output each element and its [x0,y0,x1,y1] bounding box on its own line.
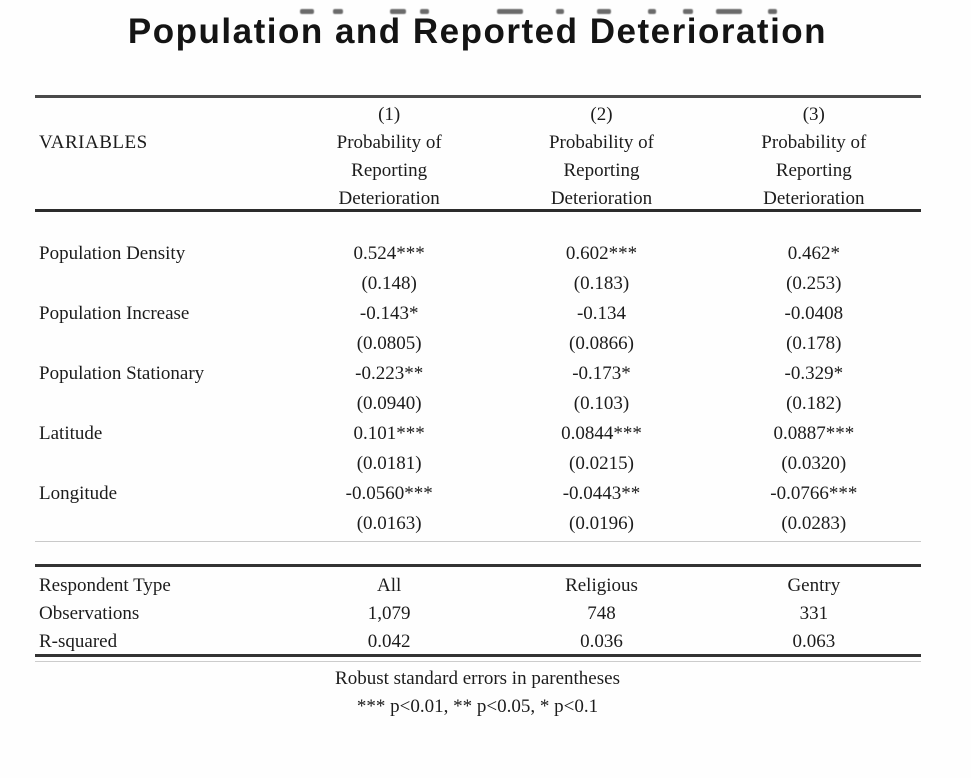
se-cell: (0.0940) [356,393,422,414]
coef-cell: -0.0443** [562,483,641,504]
table-rule-bottom-faint [35,661,921,662]
column-header-2: (2) Probability of Reporting Deteriorati… [495,101,707,213]
table-row: Latitude 0.101*** 0.0844*** 0.0887*** [35,419,920,449]
table-notes: Robust standard errors in parentheses **… [35,665,920,721]
page-title: Population and Reported Deterioration [127,12,828,51]
variables-corner-label: VARIABLES [39,132,148,153]
coef-cell: -0.0766*** [770,483,858,504]
table-rule-bottom [35,654,921,657]
table-row: R-squared 0.042 0.036 0.063 [35,628,920,656]
se-cell: (0.0196) [569,513,634,534]
summary-cell: Gentry [787,575,841,596]
row-label: R-squared [39,631,118,652]
summary-cell: All [377,575,402,596]
table-row: Longitude -0.0560*** -0.0443** -0.0766**… [35,479,920,509]
se-cell: (0.253) [786,273,842,294]
summary-cell: 0.063 [792,631,836,652]
table-row: Respondent Type All Religious Gentry [35,572,920,600]
note-significance: *** p<0.01, ** p<0.05, * p<0.1 [356,696,599,717]
table-row: Population Increase -0.143* -0.134 -0.04… [35,299,920,329]
coef-cell: 0.0844*** [561,423,642,444]
coef-cell: 0.0887*** [773,423,855,444]
table-rule-mid [35,564,921,567]
summary-rows: Respondent Type All Religious Gentry Obs… [35,572,920,656]
coef-cell: -0.0560*** [345,483,433,504]
coef-cell: -0.143* [359,303,419,324]
table-row-se: (0.0940) (0.103) (0.182) [35,389,920,419]
se-cell: (0.0181) [356,453,422,474]
table-row-se: (0.0181) (0.0215) (0.0320) [35,449,920,479]
table-row-se: (0.148) (0.183) (0.253) [35,269,920,299]
note-robust-se: Robust standard errors in parentheses [335,668,620,689]
coef-cell: 0.524*** [353,243,425,264]
coefficient-rows: Population Density 0.524*** 0.602*** 0.4… [35,239,920,539]
column-number: (3) [802,104,825,125]
summary-cell: 331 [799,603,829,624]
column-title: Probability of Reporting Deterioration [761,132,867,209]
row-label: Population Density [39,243,186,264]
row-label: Observations [39,603,140,624]
table-rule-mid-faint [35,541,921,542]
table-row: Population Stationary -0.223** -0.173* -… [35,359,920,389]
row-label: Population Increase [39,303,190,324]
summary-cell: Religious [565,575,638,596]
se-cell: (0.0320) [781,453,847,474]
row-label: Latitude [39,423,103,444]
coef-cell: -0.223** [355,363,424,384]
table-rule-top [35,95,921,98]
se-cell: (0.0215) [569,453,634,474]
column-number: (1) [378,104,401,125]
column-header-3: (3) Probability of Reporting Deteriorati… [708,101,920,213]
se-cell: (0.182) [786,393,842,414]
coef-cell: 0.602*** [565,243,638,264]
coef-cell: -0.0408 [784,303,844,324]
se-cell: (0.0866) [569,333,634,354]
table-header: VARIABLES (1) Probability of Reporting D… [35,101,920,213]
summary-cell: 748 [587,603,616,624]
row-label: Longitude [39,483,118,504]
coef-cell: -0.329* [784,363,844,384]
se-cell: (0.0163) [356,513,422,534]
table-rule-below-header [35,209,921,212]
se-cell: (0.183) [573,273,630,294]
se-cell: (0.178) [786,333,842,354]
column-title: Probability of Reporting Deterioration [548,132,654,209]
column-title: Probability of Reporting Deterioration [336,132,442,209]
se-cell: (0.0283) [781,513,847,534]
table-row: Observations 1,079 748 331 [35,600,920,628]
table-row: Population Density 0.524*** 0.602*** 0.4… [35,239,920,269]
coef-cell: 0.101*** [353,423,425,444]
summary-cell: 0.036 [580,631,623,652]
coef-cell: 0.462* [787,243,840,264]
se-cell: (0.0805) [356,333,422,354]
column-header-1: (1) Probability of Reporting Deteriorati… [283,101,495,213]
se-cell: (0.103) [573,393,630,414]
summary-cell: 0.042 [367,631,411,652]
table-row-se: (0.0805) (0.0866) (0.178) [35,329,920,359]
coef-cell: -0.173* [572,363,631,384]
table-row-se: (0.0163) (0.0196) (0.0283) [35,509,920,539]
row-label: Population Stationary [39,363,205,384]
column-number: (2) [590,104,613,125]
se-cell: (0.148) [361,273,417,294]
coef-cell: -0.134 [576,303,627,324]
row-label: Respondent Type [39,575,171,596]
summary-cell: 1,079 [367,603,411,624]
